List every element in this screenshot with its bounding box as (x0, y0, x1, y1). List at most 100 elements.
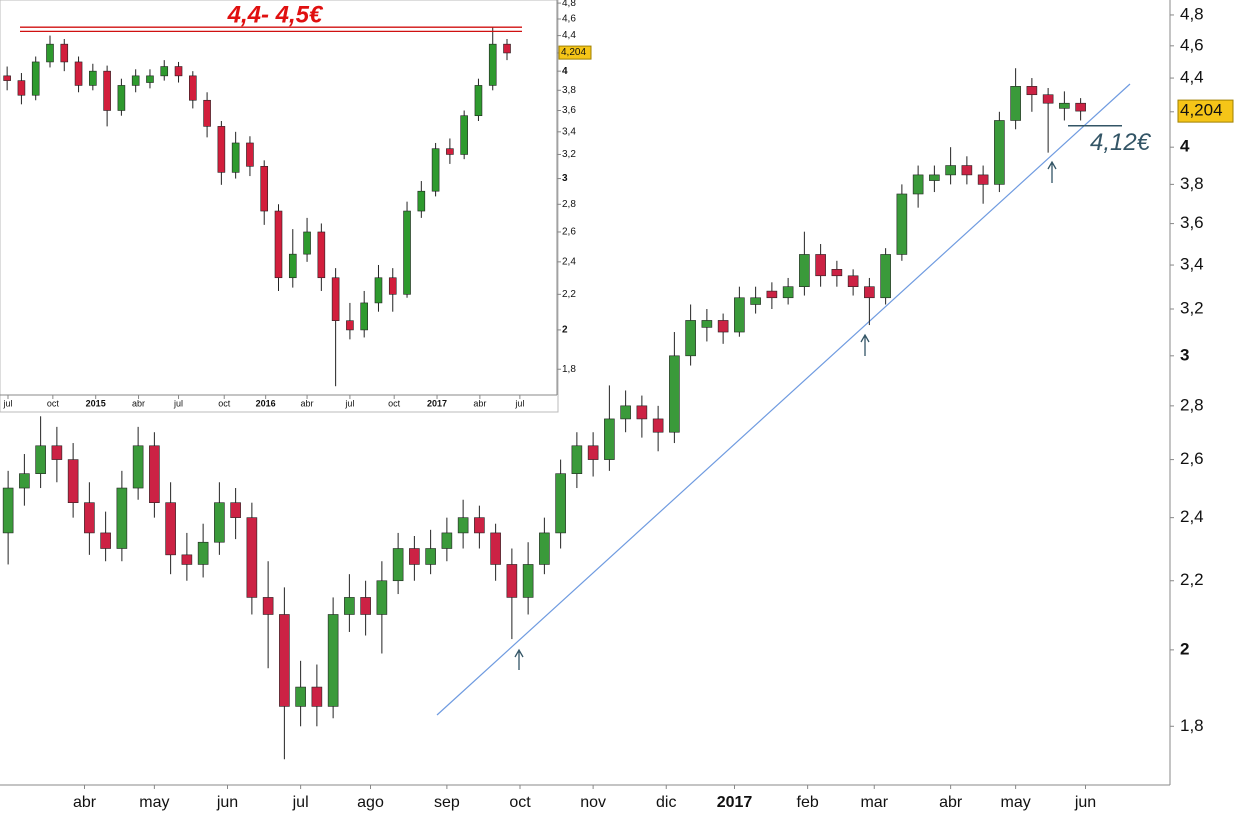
x-tick-label: abr (73, 794, 97, 811)
candle-body (231, 142, 240, 173)
candle-body (303, 231, 311, 255)
candle-body (669, 355, 680, 433)
candle-body (864, 286, 875, 299)
candle-body (977, 174, 989, 185)
candle-body (327, 614, 339, 707)
x-tick-label: dic (656, 794, 676, 811)
candle-body (3, 75, 11, 81)
candle-body (392, 548, 404, 582)
x-tick-label: jul (344, 398, 354, 408)
candle-body (945, 165, 956, 176)
candle-body (417, 190, 426, 212)
candle-body (203, 99, 211, 127)
candle-body (815, 254, 826, 277)
candle-body (84, 502, 95, 534)
candle-body (360, 302, 368, 331)
x-tick-label: jun (1074, 794, 1096, 811)
candle-body (317, 231, 326, 279)
candle-body (1075, 102, 1086, 112)
x-tick-label: 2016 (256, 398, 276, 408)
candle-body (246, 517, 258, 598)
candle-body (1010, 86, 1021, 121)
y-tick-label: 3,2 (1180, 298, 1204, 317)
y-tick-label: 4,8 (562, 0, 576, 9)
candle-body (2, 487, 14, 534)
y-tick-label: 4,6 (562, 14, 576, 25)
candle-body (847, 275, 859, 287)
y-tick-label: 2,4 (562, 256, 576, 267)
candle-body (74, 61, 83, 86)
candle-body (766, 290, 778, 299)
y-tick-label: 4,4 (562, 30, 576, 41)
x-tick-label: feb (797, 794, 819, 811)
candle-body (35, 445, 46, 474)
candle-body (262, 597, 274, 615)
y-tick-label: 2 (562, 325, 568, 336)
candle-body (197, 541, 209, 565)
y-tick-label: 3,8 (562, 85, 576, 96)
x-tick-label: sep (434, 794, 460, 811)
y-tick-label: 3,8 (1180, 174, 1204, 193)
x-tick-label: abr (132, 398, 145, 408)
candle-body (685, 320, 696, 357)
x-tick-label: jul (292, 794, 309, 811)
x-tick-label: 2017 (427, 398, 447, 408)
candle-body (17, 80, 26, 96)
x-tick-label: oct (47, 398, 60, 408)
y-tick-label: 3,4 (1180, 255, 1204, 274)
candle-body (311, 686, 323, 707)
candle-body (100, 532, 111, 549)
candle-body (388, 277, 397, 295)
y-tick-label: 2,2 (562, 289, 576, 300)
candle-body (431, 148, 440, 192)
candle-body (279, 614, 290, 707)
candle-body (103, 70, 111, 111)
arrow (860, 333, 870, 356)
x-tick-label: abr (939, 794, 963, 811)
candle-body (60, 43, 69, 63)
candle-body (734, 297, 745, 333)
candle-body (131, 75, 140, 86)
candle-body (961, 165, 973, 176)
candle-body (51, 445, 63, 460)
candle-body (376, 580, 388, 615)
x-tick-label: jun (216, 794, 238, 811)
candle-body (425, 548, 436, 565)
y-tick-label: 2,8 (562, 199, 576, 210)
y-tick-label: 4 (562, 66, 568, 77)
candle-body (488, 43, 497, 86)
x-tick-label: oct (388, 398, 401, 408)
candle-body (446, 148, 454, 155)
arrows (514, 160, 1057, 670)
candle-body (701, 320, 713, 328)
candle-body (19, 473, 30, 489)
candle-body (1059, 102, 1070, 109)
candle-body (994, 120, 1005, 185)
y-tick-label: 2,6 (1180, 449, 1204, 468)
candle-body (117, 85, 126, 111)
y-tick-label: 4,6 (1180, 35, 1204, 54)
y-tick-label: 3,2 (562, 149, 576, 160)
candle-body (189, 75, 197, 101)
candle-body (539, 532, 550, 565)
price-box (1177, 99, 1234, 123)
x-tick-label: mar (860, 794, 888, 811)
x-tick-label: jul (514, 398, 524, 408)
candle-body (31, 61, 40, 96)
candle-body (896, 193, 908, 255)
y-tick-label: 3 (1180, 345, 1189, 364)
candle-body (604, 418, 615, 460)
candle-body (214, 502, 225, 543)
candle-body (474, 85, 483, 117)
candle-body (331, 277, 340, 321)
price-box (558, 45, 592, 60)
y-tick-label: 4 (1180, 137, 1190, 156)
candle-body (89, 70, 97, 86)
y-tick-label: 2,6 (562, 227, 576, 238)
candle-body (165, 502, 176, 556)
candle-body (571, 445, 583, 474)
y-tick-label: 4,8 (1180, 4, 1204, 23)
candle-body (441, 532, 453, 549)
x-tick-label: oct (218, 398, 231, 408)
